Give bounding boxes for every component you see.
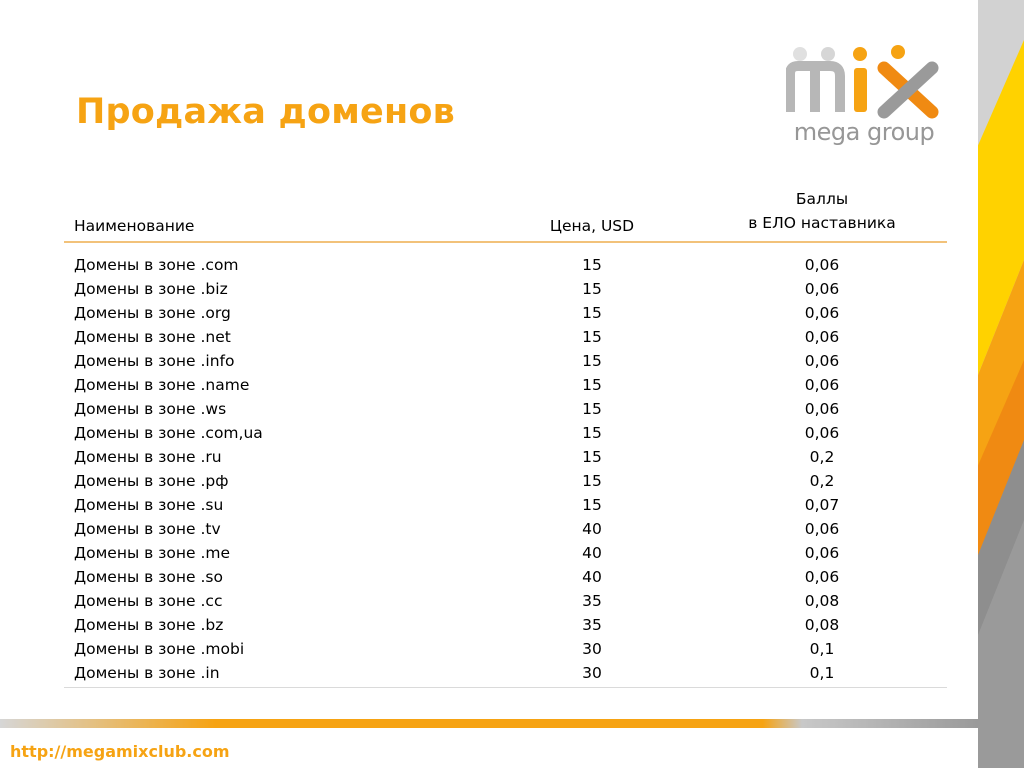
cell-points: 0,06	[804, 520, 840, 538]
cell-name: Домены в зоне .su	[74, 496, 224, 514]
footer-link[interactable]: http://megamixclub.com	[10, 742, 230, 761]
cell-points: 0,1	[697, 661, 947, 688]
cell-price: 15	[582, 496, 602, 514]
cell-price: 15	[582, 472, 602, 490]
table-header-row: Наименование Цена, USD Баллы в ЕЛО наста…	[64, 186, 947, 243]
cell-name: Домены в зоне .рф	[74, 472, 229, 490]
mix-logo: mega group	[785, 42, 942, 154]
cell-name: Домены в зоне .name	[74, 376, 250, 394]
table-row: Домены в зоне .bz 35 0,08	[64, 613, 947, 637]
cell-price: 35	[582, 592, 602, 610]
table-row: Домены в зоне .cc 35 0,08	[64, 589, 947, 613]
cell-points: 0,06	[804, 256, 840, 274]
cell-points: 0,06	[804, 352, 840, 370]
table-row: Домены в зоне .name 15 0,06	[64, 373, 947, 397]
cell-points: 0,06	[804, 400, 840, 418]
cell-price: 15	[582, 448, 602, 466]
table-row: Домены в зоне .рф 15 0,2	[64, 469, 947, 493]
cell-points: 0,06	[804, 424, 840, 442]
cell-points: 0,07	[804, 496, 840, 514]
table-row: Домены в зоне .mobi 30 0,1	[64, 637, 947, 661]
cell-name: Домены в зоне .tv	[74, 520, 221, 538]
cell-name: Домены в зоне .info	[74, 352, 235, 370]
domains-table: Наименование Цена, USD Баллы в ЕЛО наста…	[64, 186, 947, 688]
cell-price: 30	[487, 661, 697, 688]
cell-price: 15	[582, 352, 602, 370]
table-row: Домены в зоне .biz 15 0,06	[64, 277, 947, 301]
cell-name: Домены в зоне .com,ua	[74, 424, 263, 442]
cell-price: 40	[582, 544, 602, 562]
cell-points: 0,06	[804, 568, 840, 586]
table-row: Домены в зоне .info 15 0,06	[64, 349, 947, 373]
mix-logo-mark	[785, 45, 939, 119]
table-row: Домены в зоне .net 15 0,06	[64, 325, 947, 349]
cell-name: Домены в зоне .mobi	[74, 640, 245, 658]
table-row: Домены в зоне .com,ua 15 0,06	[64, 421, 947, 445]
cell-points: 0,06	[804, 280, 840, 298]
cell-price: 30	[582, 640, 602, 658]
cell-name: Домены в зоне .me	[74, 544, 231, 562]
cell-points: 0,06	[804, 304, 840, 322]
cell-name: Домены в зоне .biz	[74, 280, 228, 298]
header-points: Баллы в ЕЛО наставника	[697, 186, 947, 243]
cell-points: 0,2	[809, 472, 835, 490]
cell-name: Домены в зоне .so	[74, 568, 223, 586]
table-row: Домены в зоне .org 15 0,06	[64, 301, 947, 325]
page-title: Продажа доменов	[76, 92, 455, 132]
cell-price: 15	[582, 256, 602, 274]
cell-name: Домены в зоне .org	[74, 304, 231, 322]
cell-price: 15	[582, 328, 602, 346]
cell-price: 15	[582, 424, 602, 442]
cell-price: 15	[582, 376, 602, 394]
logo-tagline: mega group	[793, 118, 935, 146]
table-row: Домены в зоне .ws 15 0,06	[64, 397, 947, 421]
cell-name: Домены в зоне .cc	[74, 592, 223, 610]
cell-name: Домены в зоне .ru	[74, 448, 222, 466]
cell-points: 0,08	[804, 592, 840, 610]
header-points-line1: Баллы	[795, 190, 849, 208]
table-row: Домены в зоне .so 40 0,06	[64, 565, 947, 589]
header-name: Наименование	[64, 186, 487, 243]
cell-name: Домены в зоне .in	[64, 661, 487, 688]
cell-price: 15	[582, 280, 602, 298]
table-row: Домены в зоне .com 15 0,06	[64, 242, 947, 277]
cell-name: Домены в зоне .com	[74, 256, 239, 274]
footer-bar	[0, 719, 978, 728]
cell-points: 0,06	[804, 328, 840, 346]
cell-price: 15	[582, 400, 602, 418]
table-row: Домены в зоне .me 40 0,06	[64, 541, 947, 565]
header-points-line2: в ЕЛО наставника	[748, 214, 896, 232]
cell-points: 0,06	[804, 544, 840, 562]
cell-points: 0,2	[809, 448, 835, 466]
table-row: Домены в зоне .ru 15 0,2	[64, 445, 947, 469]
cell-points: 0,08	[804, 616, 840, 634]
cell-price: 40	[582, 520, 602, 538]
cell-price: 40	[582, 568, 602, 586]
cell-price: 35	[582, 616, 602, 634]
cell-name: Домены в зоне .ws	[74, 400, 227, 418]
side-decoration	[976, 0, 1024, 768]
cell-name: Домены в зоне .net	[74, 328, 231, 346]
cell-points: 0,06	[804, 376, 840, 394]
table-row: Домены в зоне .su 15 0,07	[64, 493, 947, 517]
header-price: Цена, USD	[487, 186, 697, 243]
cell-points: 0,1	[809, 640, 835, 658]
table-row: Домены в зоне .tv 40 0,06	[64, 517, 947, 541]
table-row: Домены в зоне .in 30 0,1	[64, 661, 947, 688]
cell-name: Домены в зоне .bz	[74, 616, 224, 634]
cell-price: 15	[582, 304, 602, 322]
